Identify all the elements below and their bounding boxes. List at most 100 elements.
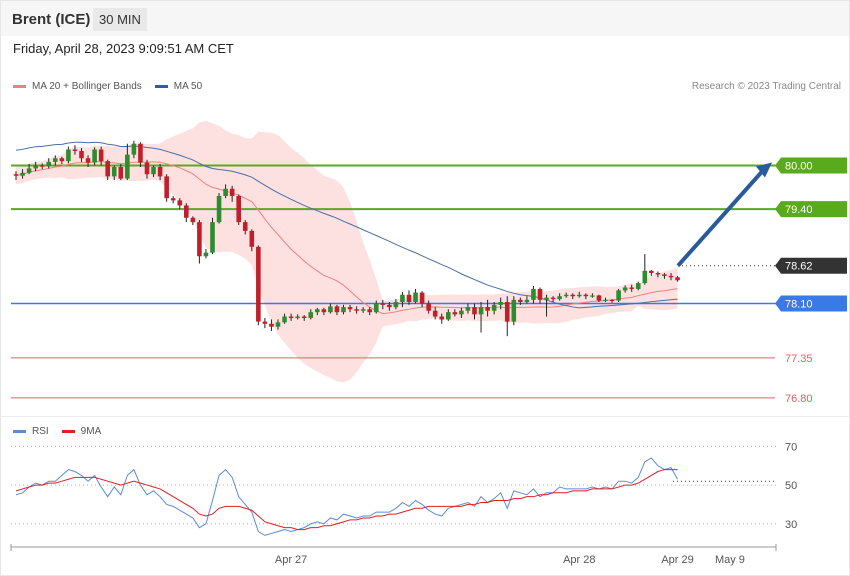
candle-body	[590, 295, 595, 297]
rsi-swatch	[13, 430, 26, 433]
candle-body	[79, 150, 84, 159]
candle-body	[609, 299, 615, 302]
ma50-legend-label: MA 50	[173, 81, 203, 92]
candle-body	[347, 307, 353, 310]
level-tag-80.00	[775, 157, 847, 174]
candle-body	[459, 310, 464, 315]
candle-body	[544, 297, 549, 300]
candle-body	[531, 288, 536, 300]
candle-body	[308, 312, 314, 318]
price-chart: 80.00 79.40 78.62 78.10 77.35 76.80	[11, 120, 847, 405]
candle-body	[105, 161, 110, 177]
candle-body	[616, 290, 621, 301]
x-tick-label: May 9	[715, 554, 745, 566]
panel-divider	[1, 416, 849, 417]
candle-body	[295, 316, 300, 318]
price-legend: MA 20 + Bollinger Bands MA 50	[13, 81, 202, 92]
candle-body	[387, 304, 392, 308]
candle-body	[184, 205, 189, 218]
candle-body	[157, 166, 163, 177]
forecast-arrow-head	[756, 162, 772, 178]
candle-body	[269, 323, 274, 327]
rsi-ma-line	[15, 469, 678, 531]
candle-body	[249, 230, 255, 247]
candle-body	[432, 310, 438, 317]
candle-body	[413, 292, 418, 303]
level-label-76.80: 76.80	[785, 393, 813, 405]
candle-body	[197, 222, 202, 257]
ma20-legend-label: MA 20 + Bollinger Bands	[32, 81, 142, 92]
candle-body	[53, 158, 58, 162]
candle-body	[452, 312, 458, 315]
candle-body	[98, 149, 104, 162]
candle-body	[256, 246, 261, 322]
x-tick-label: Apr 29	[661, 554, 693, 566]
candle-body	[13, 174, 19, 176]
candle-body	[577, 294, 582, 297]
level-label-78.10: 78.10	[785, 298, 813, 310]
candle-body	[177, 200, 183, 206]
candle-body	[275, 322, 281, 327]
level-tag-78.10	[775, 295, 847, 312]
candle-body	[642, 270, 648, 284]
candle-body	[321, 309, 327, 313]
candle-body	[498, 302, 503, 305]
candle-body	[334, 306, 340, 313]
candle-body	[649, 270, 654, 273]
ma50-swatch	[154, 85, 168, 88]
candle-body	[20, 172, 25, 176]
candle-body	[485, 307, 490, 311]
candle-body	[583, 294, 589, 297]
level-label-80.00: 80.00	[785, 161, 813, 173]
candle-body	[341, 307, 346, 313]
candle-body	[236, 195, 241, 223]
chart-header: Brent (ICE) 30 MIN	[1, 1, 849, 36]
candle-body	[138, 143, 143, 163]
candle-body	[360, 309, 366, 311]
copyright-text: Research © 2023 Trading Central	[691, 81, 841, 92]
candle-body	[675, 277, 680, 281]
candle-body	[563, 294, 569, 297]
candle-body	[373, 303, 379, 313]
candle-body	[66, 149, 71, 162]
candle-body	[629, 287, 634, 289]
rsi-legend-label: RSI	[32, 426, 49, 437]
candle-body	[419, 292, 425, 304]
candle-body	[288, 316, 294, 318]
candle-body	[216, 195, 222, 223]
rsi-ma-legend-label: 9MA	[80, 426, 102, 437]
timestamp: Friday, April 28, 2023 9:09:51 AM CET	[13, 41, 234, 56]
candle-body	[662, 274, 667, 276]
x-tick-label: Apr 28	[563, 554, 595, 566]
candle-body	[92, 149, 97, 163]
candle-body	[570, 294, 576, 297]
candle-body	[380, 303, 386, 305]
candle-body	[328, 306, 333, 313]
candle-body	[635, 283, 641, 289]
candle-body	[282, 316, 287, 323]
candle-body	[33, 165, 38, 169]
candle-body	[550, 297, 556, 300]
candle-body	[504, 302, 510, 322]
candle-body	[125, 154, 130, 179]
instrument-name: Brent (ICE)	[12, 11, 91, 28]
timeframe-button[interactable]: 30 MIN	[93, 8, 147, 31]
candle-body	[622, 287, 628, 291]
level-tag-78.62	[775, 257, 847, 274]
candle-body	[315, 309, 320, 313]
candle-body	[164, 176, 169, 199]
rsi-tick-label: 50	[785, 480, 797, 492]
candle-body	[518, 299, 523, 303]
candle-body	[537, 288, 543, 300]
candle-body	[491, 304, 497, 311]
candle-body	[465, 307, 471, 311]
candle-body	[111, 166, 117, 177]
candle-body	[151, 166, 156, 175]
candle-body	[262, 321, 268, 324]
candle-body	[478, 307, 484, 315]
candle-body	[190, 217, 196, 223]
candle-body	[131, 143, 137, 155]
candle-body	[367, 309, 372, 313]
candle-body	[426, 303, 431, 311]
